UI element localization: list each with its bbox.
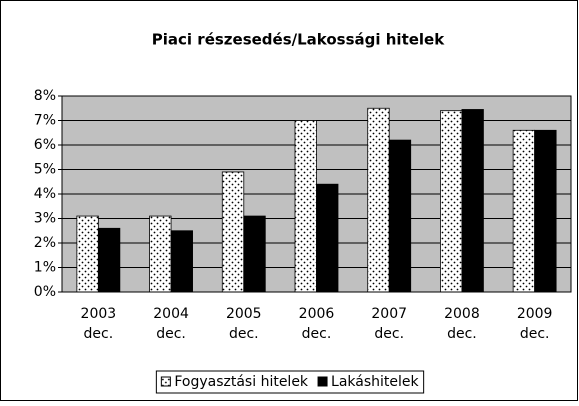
bar: [388, 139, 412, 293]
legend-label: Lakáshitelek: [331, 374, 419, 390]
x-tick-label: dec.: [156, 326, 186, 342]
bar: [440, 110, 463, 293]
y-tick-label: 5%: [34, 162, 56, 178]
x-tick-label: dec.: [520, 326, 550, 342]
x-tick-label: dec.: [229, 326, 259, 342]
x-tick-label: 2006: [299, 306, 335, 322]
x-tick-label: 2005: [226, 306, 262, 322]
y-tick-label: 0%: [34, 284, 56, 300]
legend: Fogyasztási hitelek Lakáshitelek: [155, 370, 425, 394]
x-tick-label: 2003: [81, 306, 117, 322]
bar: [534, 129, 557, 293]
bar: [316, 183, 339, 293]
bar: [367, 107, 390, 293]
bar: [243, 215, 266, 293]
legend-box: [155, 370, 425, 394]
y-tick-label: 6%: [34, 137, 56, 153]
legend-marker: [317, 376, 328, 387]
bar: [97, 227, 121, 293]
y-tick-label: 2%: [34, 235, 56, 251]
bar: [461, 109, 484, 293]
bar: [170, 230, 193, 293]
x-tick-label: 2008: [444, 306, 480, 322]
plot-border: [61, 95, 572, 293]
x-tick-label: 2009: [517, 306, 553, 322]
legend-label: Fogyasztási hitelek: [174, 374, 309, 390]
y-tick-label: 3%: [34, 211, 56, 227]
bar: [512, 129, 536, 293]
bar: [149, 215, 172, 293]
bar: [76, 215, 99, 293]
x-tick-label: dec.: [84, 326, 114, 342]
y-tick-label: 8%: [34, 88, 56, 104]
y-tick-label: 1%: [34, 260, 56, 276]
y-tick-label: 7%: [34, 113, 56, 129]
x-tick-label: dec.: [302, 326, 332, 342]
x-tick-label: dec.: [374, 326, 404, 342]
x-tick-label: dec.: [447, 326, 477, 342]
bar: [221, 171, 245, 293]
x-tick-label: 2007: [371, 306, 407, 322]
legend-marker: [160, 376, 171, 387]
bar: [294, 120, 317, 293]
x-tick-label: 2004: [153, 306, 189, 322]
y-tick-label: 4%: [34, 186, 56, 202]
chart-title: Piaci részesedés/Lakossági hitelek: [152, 31, 445, 49]
